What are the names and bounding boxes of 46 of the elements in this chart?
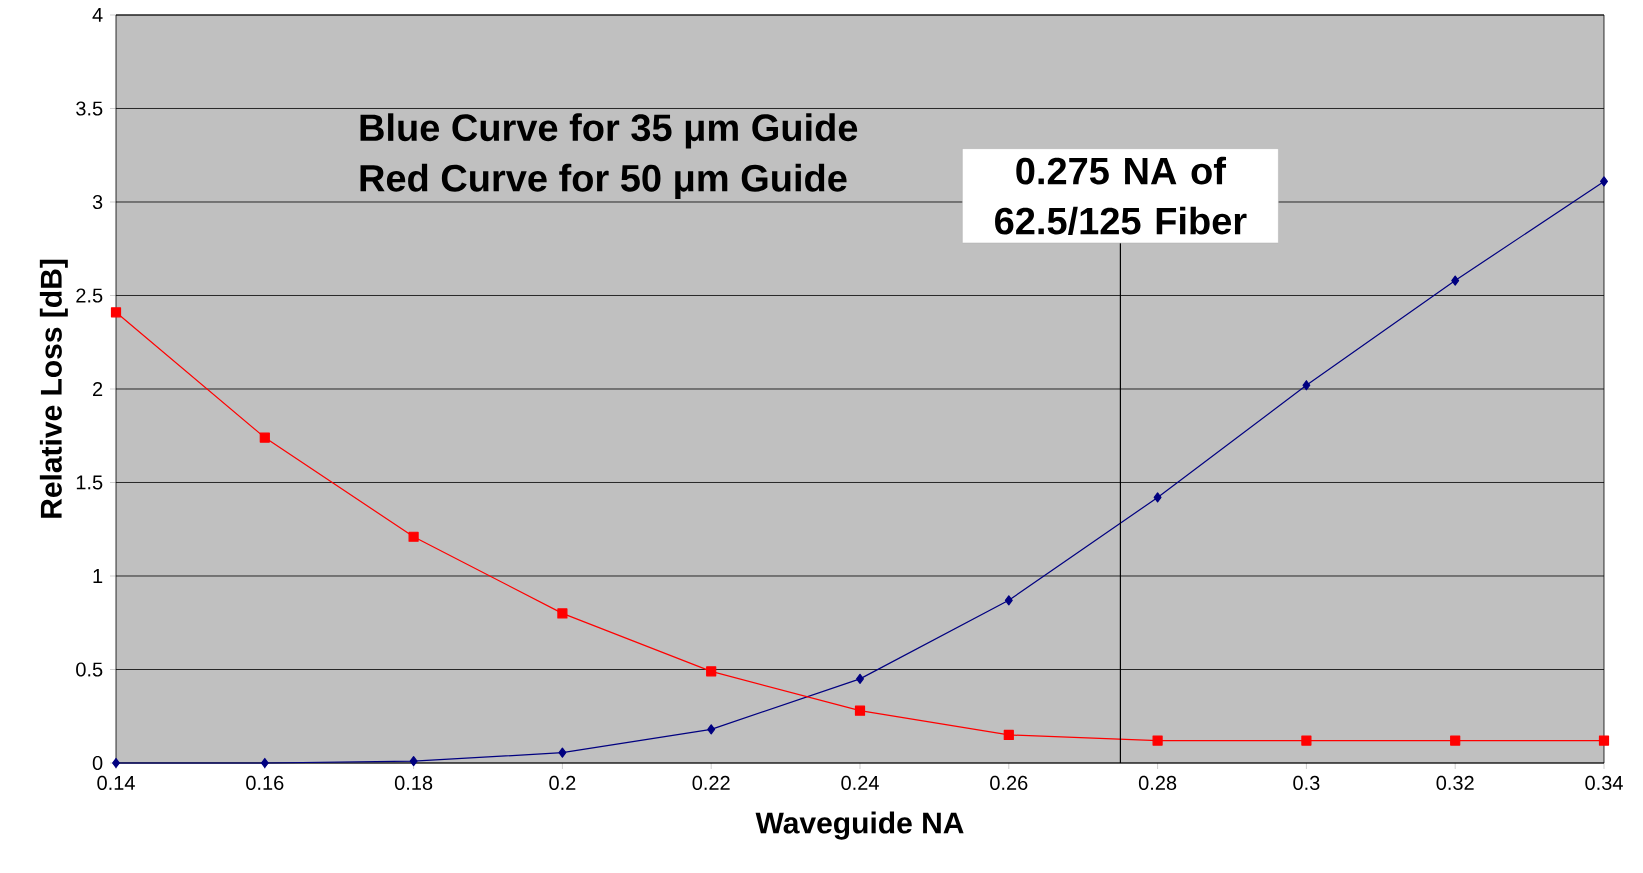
annotation: Blue Curve for 35 μm Guide [360, 113, 858, 149]
point [856, 673, 864, 684]
point [1450, 735, 1461, 746]
y-tick-label: 4 [92, 8, 103, 22]
x-tick-label: 0.34 [1585, 775, 1623, 791]
y-tick-label: 2.5 [76, 288, 103, 303]
annotation: Red Curve for 50 μm Guide [360, 163, 847, 200]
point [557, 608, 568, 619]
point [1302, 380, 1311, 391]
y-tick-label: 3.5 [76, 101, 103, 116]
ref-line-label: 0.275 NA of 62.5/125 Fiber [995, 156, 1247, 235]
x-tick-label: 0.18 [394, 775, 433, 791]
y-tick-label: 2 [93, 382, 103, 396]
y-tick-label: 0.5 [76, 662, 103, 677]
x-tick-label: 0.3 [1293, 775, 1320, 791]
y-tick-label: 0 [92, 755, 103, 771]
x-tick-label: 0.14 [97, 775, 135, 791]
point [409, 756, 418, 767]
x-tick-label: 0.16 [246, 775, 284, 791]
point [1600, 176, 1608, 187]
point [706, 666, 717, 677]
y-tick-label: 3 [92, 194, 103, 210]
x-tick-label: 0.24 [841, 775, 879, 791]
point [1004, 595, 1013, 606]
point [1153, 492, 1162, 503]
point [1598, 735, 1610, 746]
point [558, 747, 567, 758]
y-axis-title: Relative Loss [dB] [39, 259, 68, 518]
point [1152, 735, 1163, 746]
x-tick-label: 0.2 [549, 775, 576, 791]
y-tick-label: 1.5 [76, 475, 103, 490]
y-tick-label: 1 [93, 569, 103, 583]
point [408, 531, 419, 542]
point [1003, 729, 1014, 741]
point [259, 432, 270, 443]
x-tick-label: 0.22 [692, 775, 730, 791]
point [1451, 275, 1460, 286]
point [707, 724, 716, 735]
x-tick-label: 0.32 [1436, 775, 1474, 791]
point [1301, 735, 1312, 746]
point [854, 705, 866, 716]
x-tick-label: 0.26 [990, 775, 1028, 791]
x-axis-title: Waveguide NA [755, 811, 964, 840]
point [260, 757, 269, 769]
point [110, 307, 122, 318]
x-tick-label: 0.28 [1138, 775, 1177, 791]
